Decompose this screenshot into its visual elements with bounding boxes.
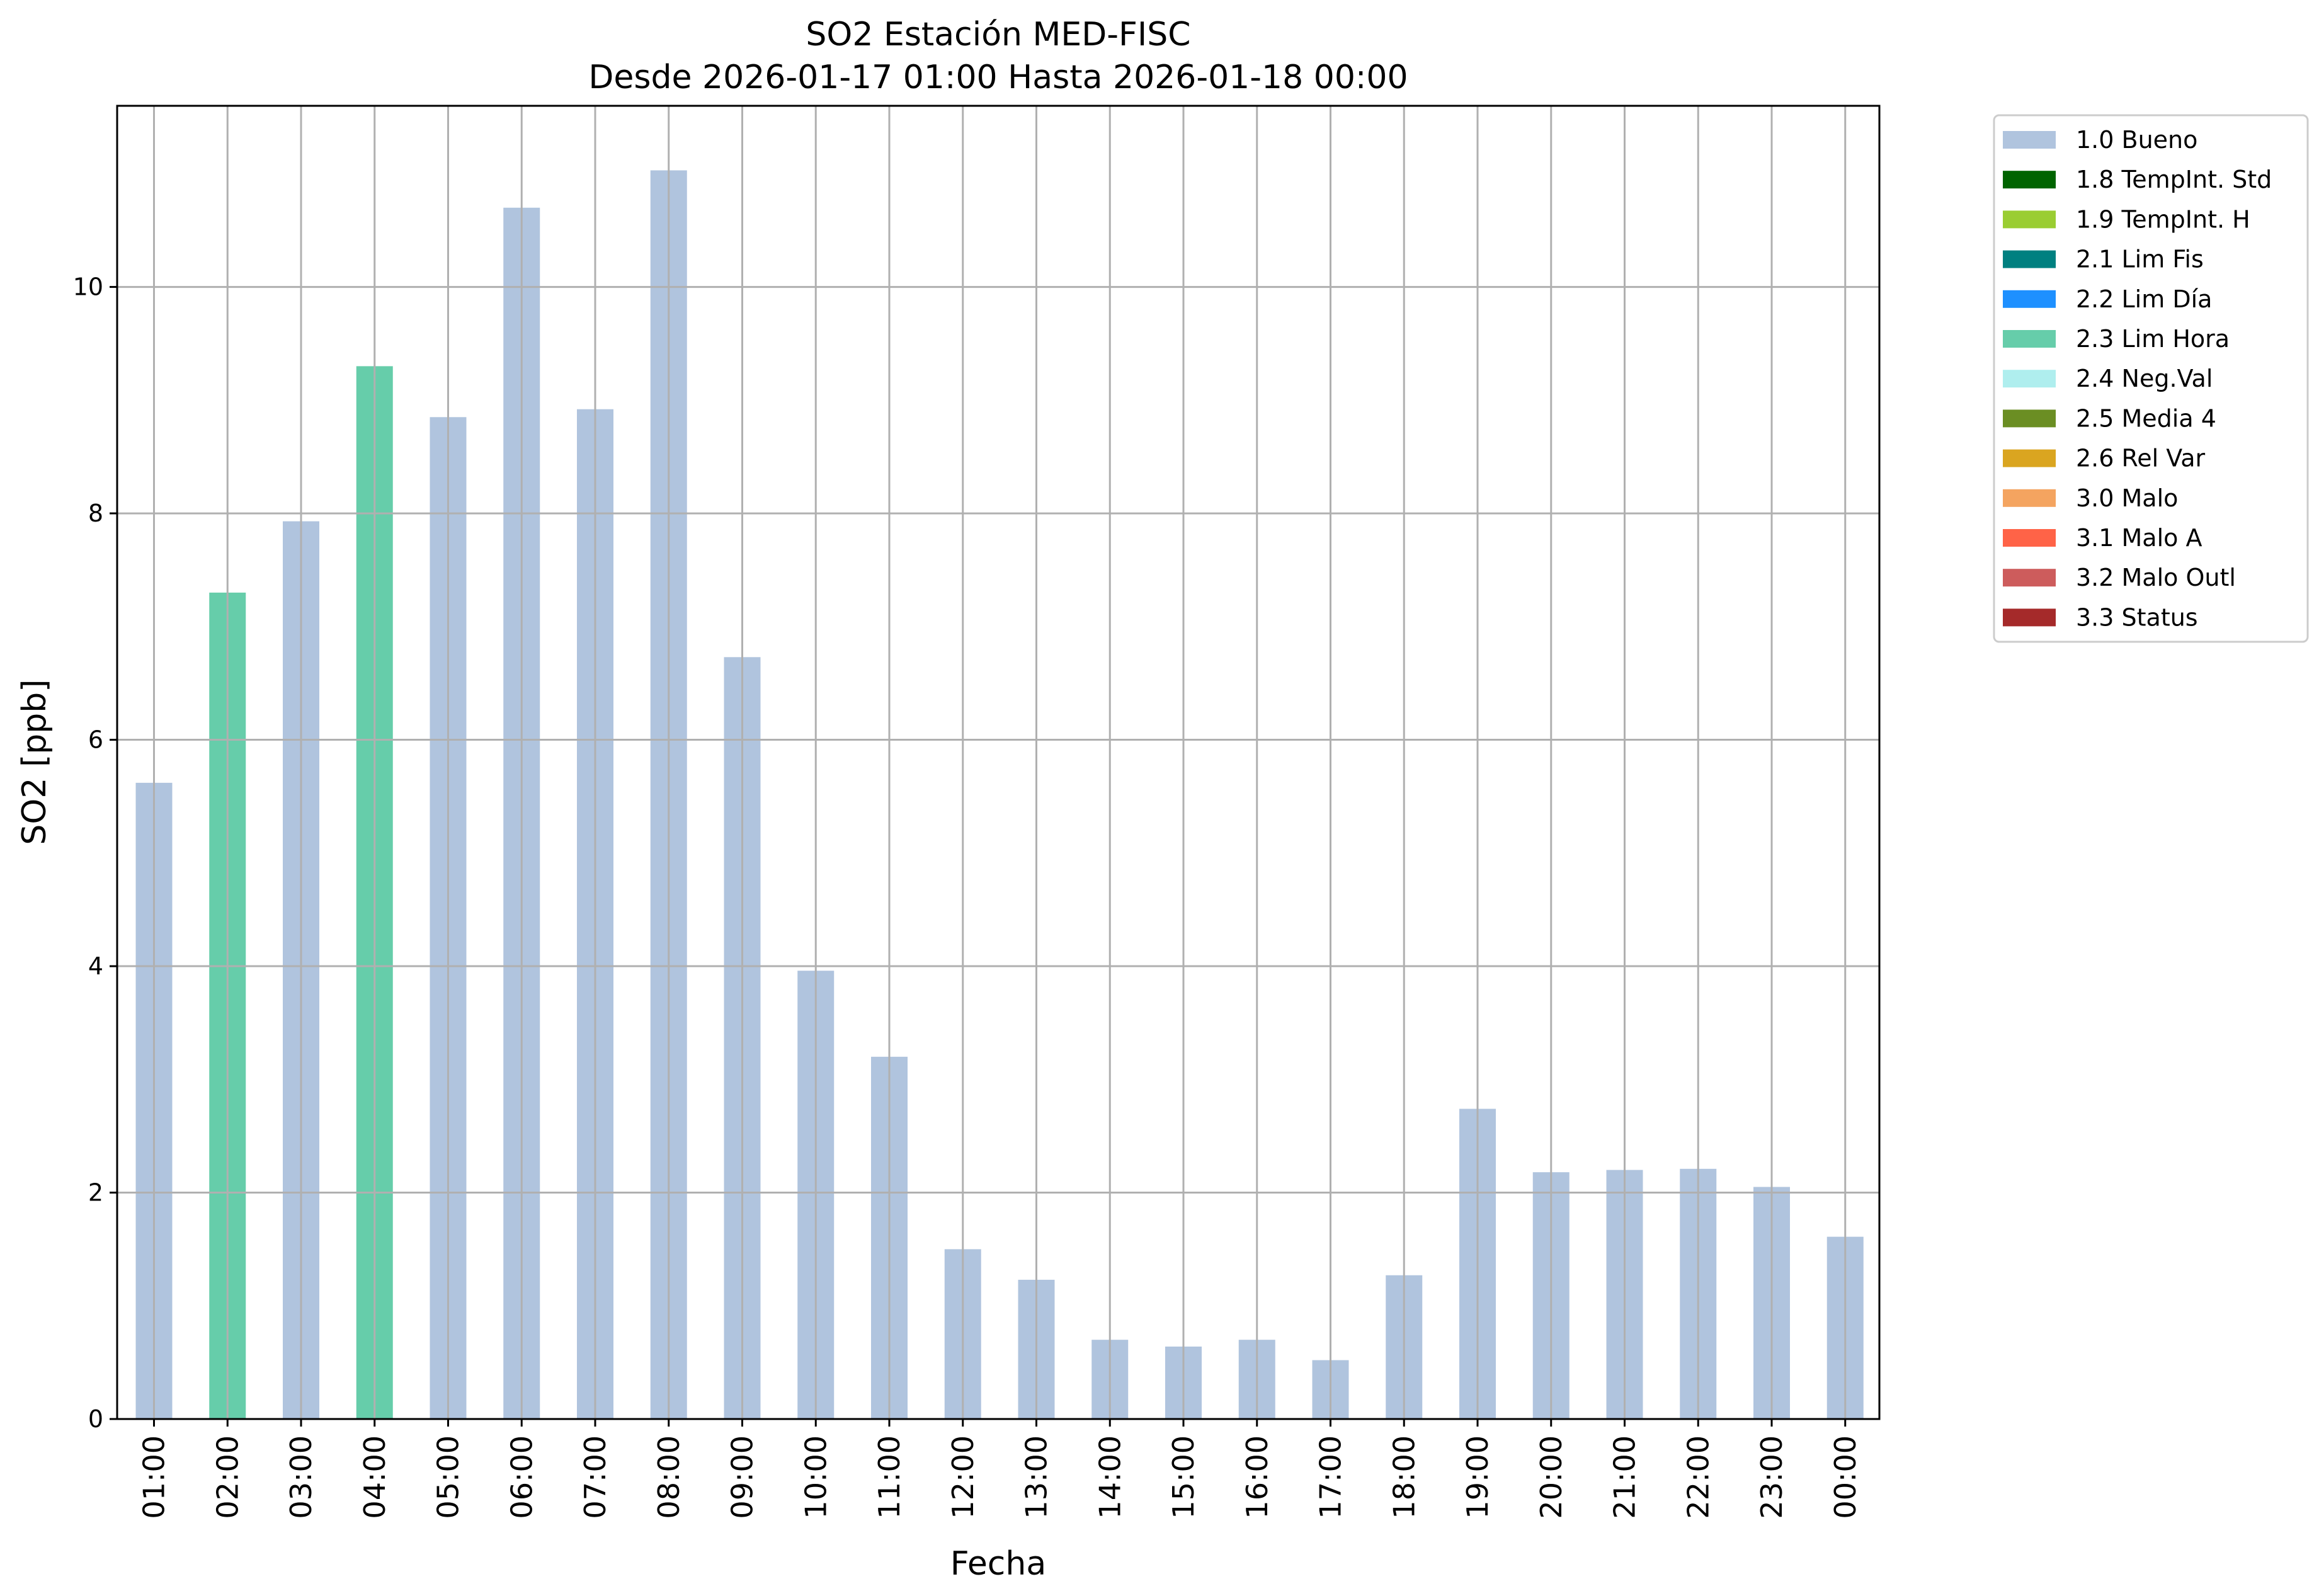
y-tick-label: 4 bbox=[88, 952, 103, 980]
legend-label: 1.9 TempInt. H bbox=[2076, 205, 2250, 233]
x-tick-label: 09:00 bbox=[726, 1435, 760, 1519]
legend-swatch bbox=[2003, 290, 2056, 308]
plot-area: 0 2 4 6 8 10 01:00 02:00 03:00 04:00 05:00 06:00 07:… bbox=[73, 106, 1879, 1519]
x-tick-label: 22:00 bbox=[1681, 1435, 1715, 1519]
x-tick-label: 01:00 bbox=[137, 1435, 171, 1519]
x-tick-label: 10:00 bbox=[799, 1435, 833, 1519]
x-tick-label: 12:00 bbox=[946, 1435, 980, 1519]
legend-swatch bbox=[2003, 409, 2056, 428]
x-tick-label: 19:00 bbox=[1461, 1435, 1495, 1519]
legend-swatch bbox=[2003, 608, 2056, 627]
x-tick-label: 23:00 bbox=[1755, 1435, 1789, 1519]
legend-label: 2.4 Neg.Val bbox=[2076, 365, 2213, 392]
x-tick-label: 08:00 bbox=[652, 1435, 686, 1519]
legend-swatch bbox=[2003, 210, 2056, 229]
x-tick-label: 14:00 bbox=[1093, 1435, 1127, 1519]
legend-label: 2.2 Lim Día bbox=[2076, 285, 2212, 313]
legend-swatch bbox=[2003, 529, 2056, 547]
x-tick-label: 16:00 bbox=[1240, 1435, 1274, 1519]
legend-label: 3.3 Status bbox=[2076, 603, 2198, 631]
legend-swatch bbox=[2003, 370, 2056, 388]
legend-label: 2.6 Rel Var bbox=[2076, 445, 2206, 472]
legend-swatch bbox=[2003, 449, 2056, 467]
legend-swatch bbox=[2003, 131, 2056, 149]
legend-swatch bbox=[2003, 171, 2056, 189]
legend-frame bbox=[1993, 114, 2309, 643]
legend-label: 3.0 Malo bbox=[2076, 484, 2178, 512]
legend-swatch bbox=[2003, 330, 2056, 348]
x-tick-label: 06:00 bbox=[504, 1435, 538, 1519]
legend-swatch bbox=[2003, 250, 2056, 268]
x-tick-label: 20:00 bbox=[1534, 1435, 1568, 1519]
legend: 1.0 Bueno 1.8 TempInt. Std 1.9 TempInt. H 2… bbox=[1993, 114, 2309, 643]
x-tick-label: 18:00 bbox=[1387, 1435, 1421, 1519]
legend-label: 2.3 Lim Hora bbox=[2076, 325, 2230, 353]
legend-label: 2.5 Media 4 bbox=[2076, 404, 2216, 432]
x-tick-label: 21:00 bbox=[1608, 1435, 1642, 1519]
x-tick-label: 17:00 bbox=[1314, 1435, 1348, 1519]
x-tick-label: 04:00 bbox=[358, 1435, 392, 1519]
legend-label: 1.8 TempInt. Std bbox=[2076, 166, 2272, 193]
x-axis-label: Fecha bbox=[950, 1545, 1046, 1583]
legend-label: 3.1 Malo A bbox=[2076, 524, 2202, 552]
chart-subtitle: Desde 2026-01-17 01:00 Hasta 2026-01-18 … bbox=[588, 59, 1408, 96]
y-tick-label: 0 bbox=[88, 1405, 103, 1433]
legend-swatch bbox=[2003, 569, 2056, 587]
plot-frame bbox=[116, 105, 1881, 1420]
y-tick-label: 8 bbox=[88, 499, 103, 527]
y-tick-label: 2 bbox=[88, 1179, 103, 1207]
x-tick-label: 03:00 bbox=[284, 1435, 318, 1519]
x-tick-label: 11:00 bbox=[872, 1435, 906, 1519]
legend-label: 1.0 Bueno bbox=[2076, 126, 2197, 154]
y-tick-label: 10 bbox=[73, 273, 103, 301]
x-tick-label: 15:00 bbox=[1166, 1435, 1200, 1519]
legend-swatch bbox=[2003, 489, 2056, 507]
x-tick-label: 05:00 bbox=[431, 1435, 465, 1519]
legend-label: 2.1 Lim Fis bbox=[2076, 246, 2204, 273]
x-tick-label: 13:00 bbox=[1020, 1435, 1054, 1519]
x-tick-label: 07:00 bbox=[578, 1435, 612, 1519]
x-tick-label: 00:00 bbox=[1828, 1435, 1862, 1519]
legend-label: 3.2 Malo Outl bbox=[2076, 564, 2236, 591]
y-axis-label: SO2 [ppb] bbox=[16, 679, 54, 845]
chart-title: SO2 Estación MED-FISC bbox=[806, 16, 1190, 54]
x-tick-label: 02:00 bbox=[210, 1435, 244, 1519]
y-tick-label: 6 bbox=[88, 726, 103, 754]
